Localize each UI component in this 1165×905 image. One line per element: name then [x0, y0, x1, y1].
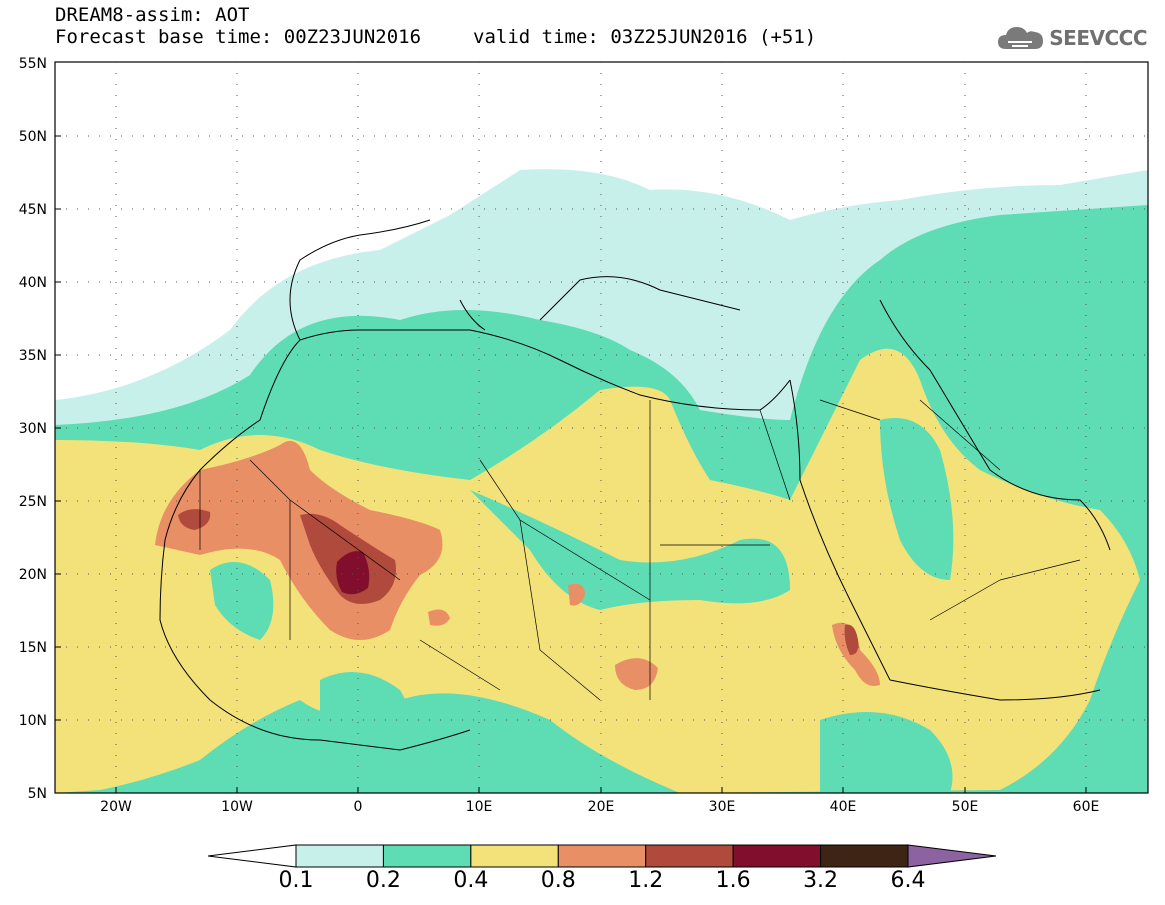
- aot-contour-0.8: [568, 583, 585, 606]
- lon-label: 40E: [830, 799, 857, 815]
- lat-label: 40N: [19, 275, 47, 291]
- lon-label: 10E: [466, 799, 493, 815]
- lon-label: 10W: [221, 799, 253, 815]
- aot-patch: [320, 672, 407, 740]
- lon-label: 20E: [588, 799, 615, 815]
- colorbar-label: 6.4: [890, 868, 926, 893]
- lat-axis-labels: 55N 50N 45N 40N 35N 30N 25N 20N 15N 10N …: [19, 56, 47, 802]
- lon-label: 20W: [100, 799, 132, 815]
- colorbar-box: [295, 844, 384, 868]
- colorbar-box: [645, 844, 734, 868]
- lon-label: 50E: [952, 799, 979, 815]
- aot-patch: [820, 712, 953, 793]
- tick-marks: [55, 135, 1087, 793]
- colorbar-box: [820, 844, 909, 868]
- aot-contour-1.2: [178, 509, 211, 530]
- lon-label: 0: [354, 799, 363, 815]
- lat-label: 5N: [28, 786, 47, 802]
- colorbar-label: 0.1: [278, 868, 314, 893]
- aot-patch: [210, 562, 274, 640]
- aot-patch: [470, 490, 790, 610]
- colorbar-box: [732, 844, 822, 868]
- lat-label: 15N: [19, 640, 47, 656]
- lat-label: 30N: [19, 421, 47, 437]
- colorbar-label: 0.2: [365, 868, 401, 893]
- colorbar-low-arrow: [207, 844, 297, 868]
- colorbar-label: 3.2: [803, 868, 839, 893]
- logo-text: SEEVCCC: [1049, 26, 1147, 50]
- lat-label: 25N: [19, 494, 47, 510]
- cloud-icon: [998, 27, 1044, 49]
- lat-label: 10N: [19, 713, 47, 729]
- lat-label: 55N: [19, 56, 47, 72]
- valid-time-label: valid time: 03Z25JUN2016 (+51): [473, 26, 817, 48]
- gridlines: [55, 62, 1148, 793]
- base-time-label: Forecast base time: 00Z23JUN2016: [55, 26, 422, 48]
- colorbar-high-arrow: [907, 844, 997, 868]
- aot-contour-1.6: [336, 551, 370, 595]
- lat-label: 50N: [19, 129, 47, 145]
- colorbar-label: 1.2: [628, 868, 664, 893]
- colorbar-box: [382, 844, 472, 868]
- coastlines: [159, 219, 1111, 751]
- lat-label: 20N: [19, 567, 47, 583]
- colorbar-label: 0.4: [453, 868, 489, 893]
- lat-label: 45N: [19, 202, 47, 218]
- map-subtitle: Forecast base time: 00Z23JUN2016 valid ti…: [55, 27, 816, 47]
- map-title: DREAM8-assim: AOT: [55, 4, 250, 26]
- lon-label: 60E: [1073, 799, 1100, 815]
- country-borders: [199, 399, 1081, 701]
- aot-contour-0.8: [428, 609, 450, 626]
- aot-contour-0.8: [615, 658, 658, 690]
- aot-patch: [880, 418, 954, 580]
- aot-contour-0.8: [832, 622, 880, 686]
- lon-axis-labels: 20W 10W 0 10E 20E 30E 40E 50E 60E: [100, 799, 1099, 815]
- lat-label: 35N: [19, 348, 47, 364]
- seevccc-logo: SEEVCCC: [996, 22, 1147, 54]
- lon-label: 30E: [709, 799, 736, 815]
- colorbar-box: [557, 844, 647, 868]
- colorbar-box: [470, 844, 559, 868]
- colorbar-label: 0.8: [540, 868, 576, 893]
- colorbar-label: 1.6: [715, 868, 751, 893]
